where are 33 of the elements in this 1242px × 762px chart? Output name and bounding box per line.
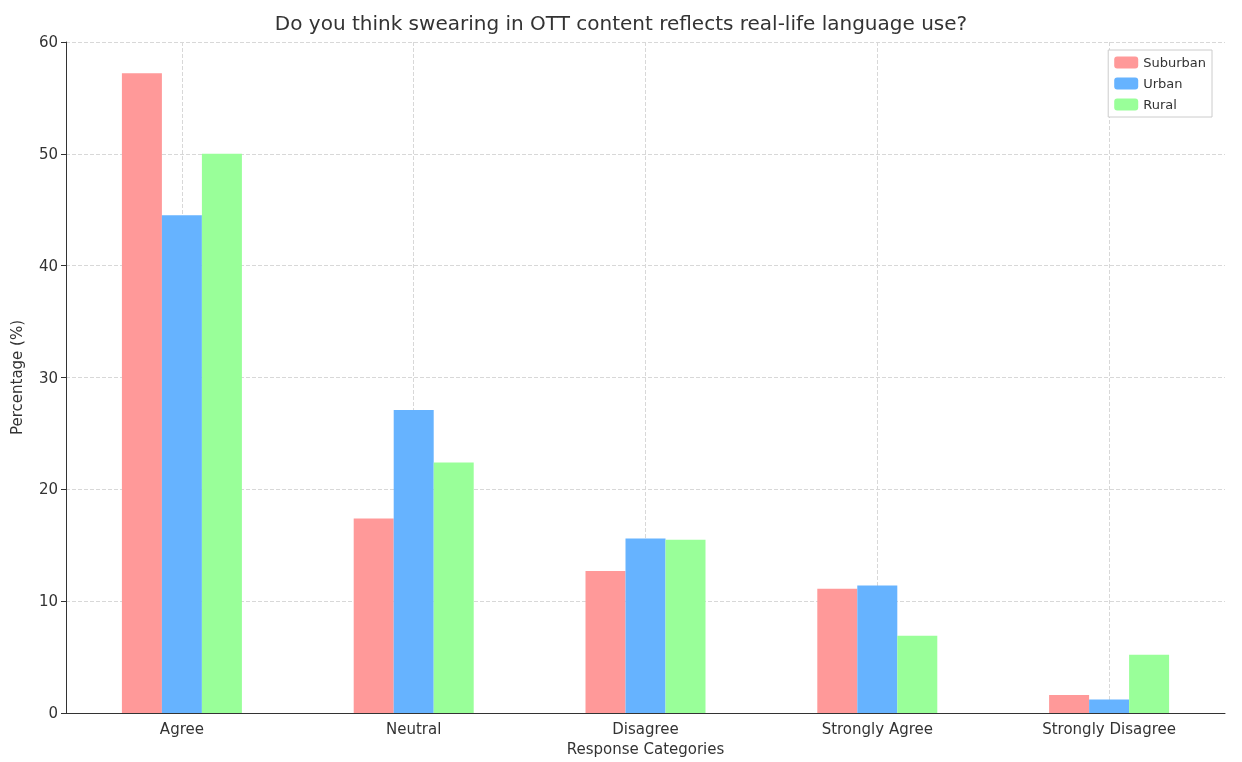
x-tick-label: Agree [159, 719, 204, 738]
y-tick-label: 10 [38, 592, 58, 611]
y-axis-title: Percentage (%) [7, 319, 26, 436]
bar [161, 215, 202, 713]
bar [433, 462, 474, 713]
bar [1049, 695, 1090, 713]
bar [201, 153, 242, 713]
x-tick-label: Neutral [386, 719, 442, 738]
bar [625, 538, 666, 713]
bar [857, 585, 898, 713]
bar [353, 518, 394, 713]
bar [1129, 654, 1170, 713]
bar [393, 409, 434, 713]
bar [121, 73, 162, 713]
y-tick-label: 30 [38, 368, 58, 387]
bar [1089, 699, 1130, 713]
x-tick-label: Strongly Disagree [1042, 719, 1177, 738]
y-tick-label: 20 [38, 480, 58, 499]
x-tick-label: Strongly Agree [821, 719, 933, 738]
chart-title: Do you think swearing in OTT content reflects real-life language use? [274, 11, 968, 35]
y-tick-label: 50 [38, 144, 58, 163]
legend-label: Rural [1143, 97, 1177, 112]
y-tick-label: 40 [38, 256, 58, 275]
legend-label: Suburban [1143, 55, 1207, 70]
x-axis-title: Response Categories [566, 739, 725, 758]
bar [585, 570, 626, 713]
bar [817, 588, 858, 713]
bar [897, 635, 938, 713]
y-tick-label: 60 [38, 33, 58, 51]
legend-label: Urban [1143, 76, 1183, 91]
y-tick-label: 0 [48, 704, 58, 722]
bar [665, 539, 706, 713]
x-tick-label: Disagree [612, 719, 679, 738]
